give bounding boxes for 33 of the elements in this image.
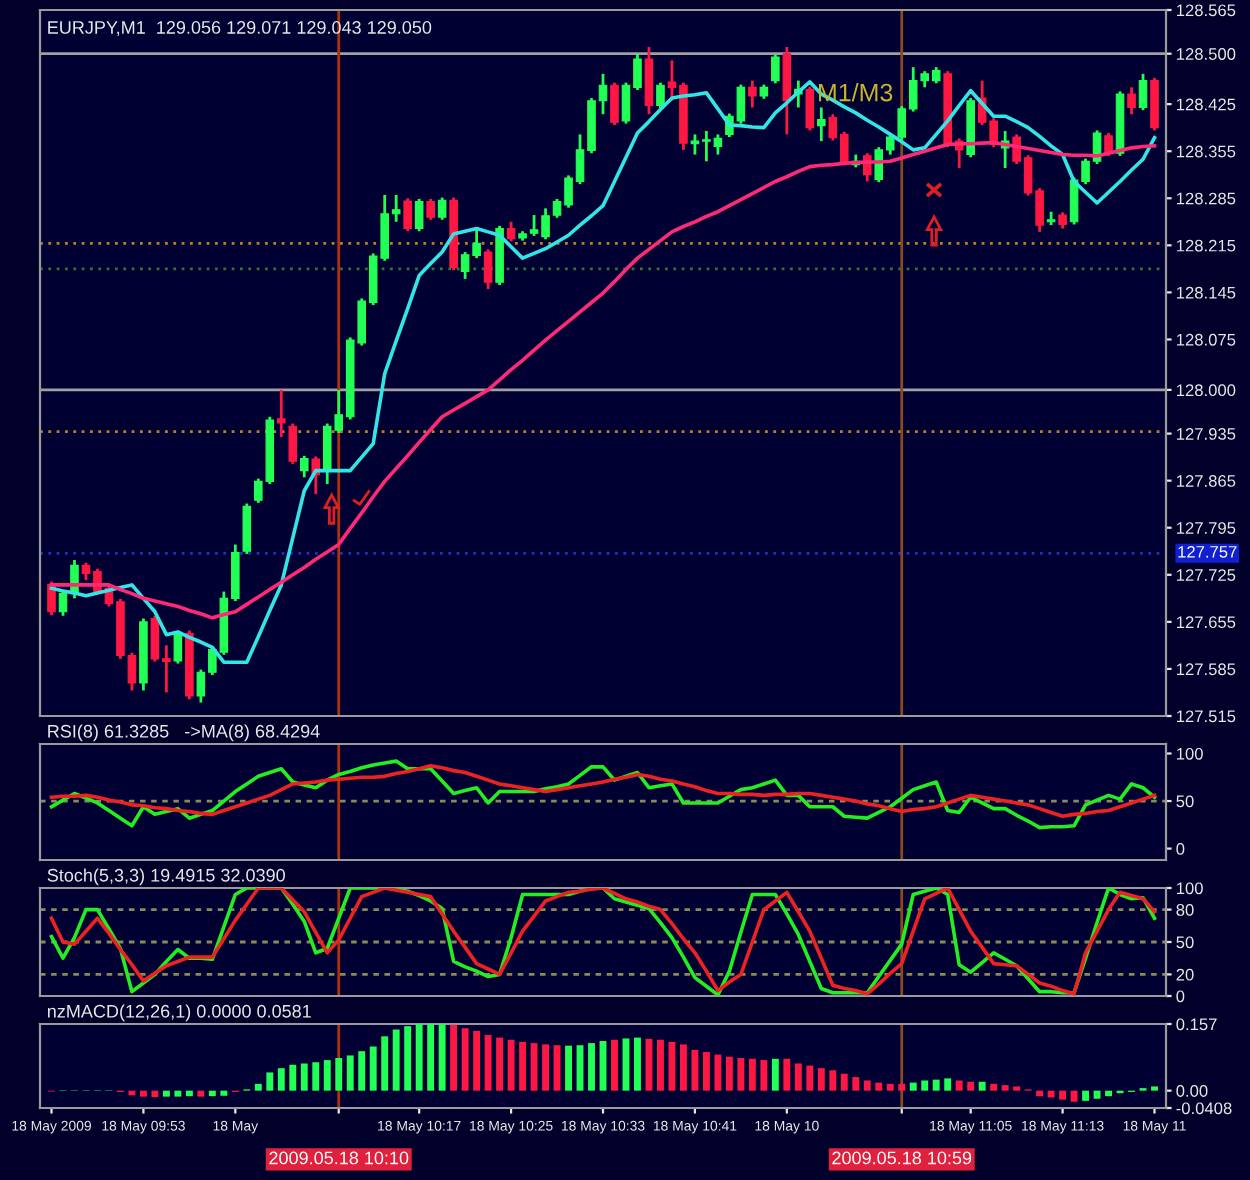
y-tick-label: 20 (1176, 968, 1194, 981)
y-tick-label: 127.585 (1176, 663, 1236, 676)
y-tick-label: 128.425 (1176, 98, 1236, 111)
chart-title: RSI(8) 61.3285 ->MA(8) 68.4294 (48, 724, 320, 742)
y-tick-label: 0.157 (1176, 1018, 1217, 1031)
y-tick-label: 100 (1176, 882, 1203, 895)
ref-line-label: 127.757 (1178, 545, 1237, 558)
y-tick-label: 128.215 (1176, 239, 1236, 252)
y-tick-label: 128.355 (1176, 145, 1236, 158)
y-tick-label: 127.795 (1176, 522, 1236, 534)
y-tick-label: 0 (1176, 990, 1185, 1003)
y-tick-label: -0.0408 (1176, 1102, 1232, 1115)
y-tick-label: 80 (1176, 904, 1194, 916)
y-tick-label: 127.655 (1176, 616, 1236, 629)
chart-title: nzMACD(12,26,1) 0.0000 0.0581 (47, 1004, 311, 1022)
x-tick-label: 2009.05.18 10:59 (832, 1151, 972, 1165)
x-tick-label: 2009.05.18 10:10 (269, 1151, 409, 1165)
y-tick-label: 128.075 (1176, 333, 1236, 346)
y-tick-label: 127.515 (1176, 710, 1236, 723)
y-tick-label: 128.000 (1176, 384, 1236, 397)
y-tick-label: 0 (1176, 842, 1185, 855)
y-tick-label: 127.725 (1176, 569, 1236, 581)
y-tick-label: 128.500 (1176, 48, 1236, 60)
y-tick-label: 127.865 (1176, 475, 1236, 487)
y-tick-label: 128.285 (1176, 192, 1236, 205)
y-tick-label: 50 (1176, 795, 1194, 808)
y-tick-label: 127.935 (1176, 428, 1236, 440)
y-tick-label: 50 (1176, 936, 1194, 949)
chart-title: Stoch(5,3,3) 19.4915 32.0390 (47, 868, 285, 886)
y-tick-label: 100 (1176, 747, 1203, 760)
y-tick-label: 128.145 (1176, 286, 1236, 299)
y-tick-label: 128.565 (1176, 4, 1236, 17)
y-tick-label: 0.00 (1176, 1085, 1208, 1097)
